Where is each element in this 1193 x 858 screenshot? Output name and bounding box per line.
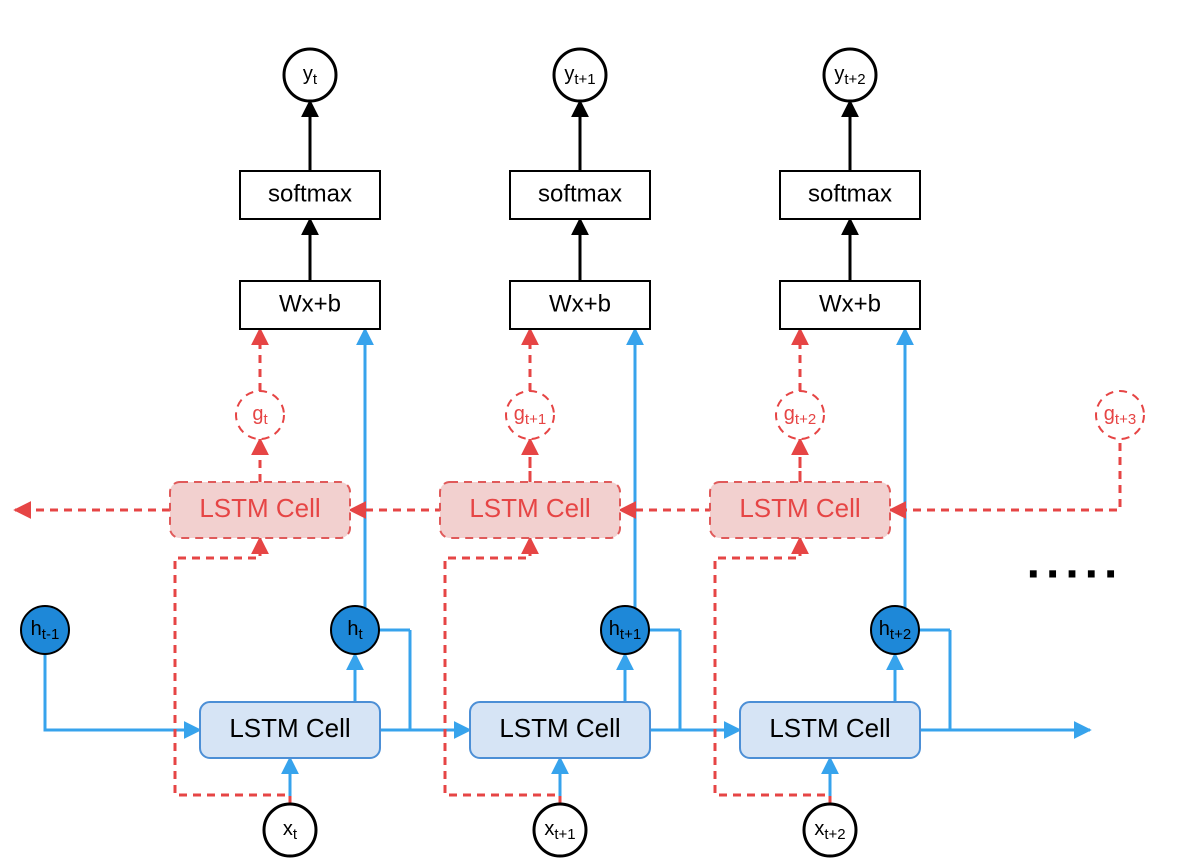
label-wxb: Wx+b xyxy=(549,290,611,317)
edge-g-next-to-redcell xyxy=(890,415,1120,510)
red-lstm-label: LSTM Cell xyxy=(199,493,320,523)
blue-lstm-label: LSTM Cell xyxy=(499,713,620,743)
blue-lstm-label: LSTM Cell xyxy=(229,713,350,743)
red-lstm-label: LSTM Cell xyxy=(739,493,860,523)
edge-x-to-redcell xyxy=(715,538,830,804)
nodes-layer: LSTM Cell LSTM Cell Wx+b softmax LSTM Cell LS… xyxy=(21,49,1144,856)
label-wxb: Wx+b xyxy=(819,290,881,317)
continuation-dots: ..... xyxy=(1027,536,1124,589)
label-softmax: softmax xyxy=(538,180,622,207)
edge-x-to-redcell xyxy=(175,538,290,804)
label-softmax: softmax xyxy=(268,180,352,207)
label-softmax: softmax xyxy=(808,180,892,207)
edge-h-init xyxy=(45,654,200,730)
edge-blue-h-forward xyxy=(920,630,1090,730)
edge-blue-h-forward xyxy=(650,630,740,730)
blue-lstm-label: LSTM Cell xyxy=(769,713,890,743)
red-lstm-label: LSTM Cell xyxy=(469,493,590,523)
edge-x-to-redcell xyxy=(445,538,560,804)
label-wxb: Wx+b xyxy=(279,290,341,317)
edge-blue-h-forward xyxy=(380,630,470,730)
